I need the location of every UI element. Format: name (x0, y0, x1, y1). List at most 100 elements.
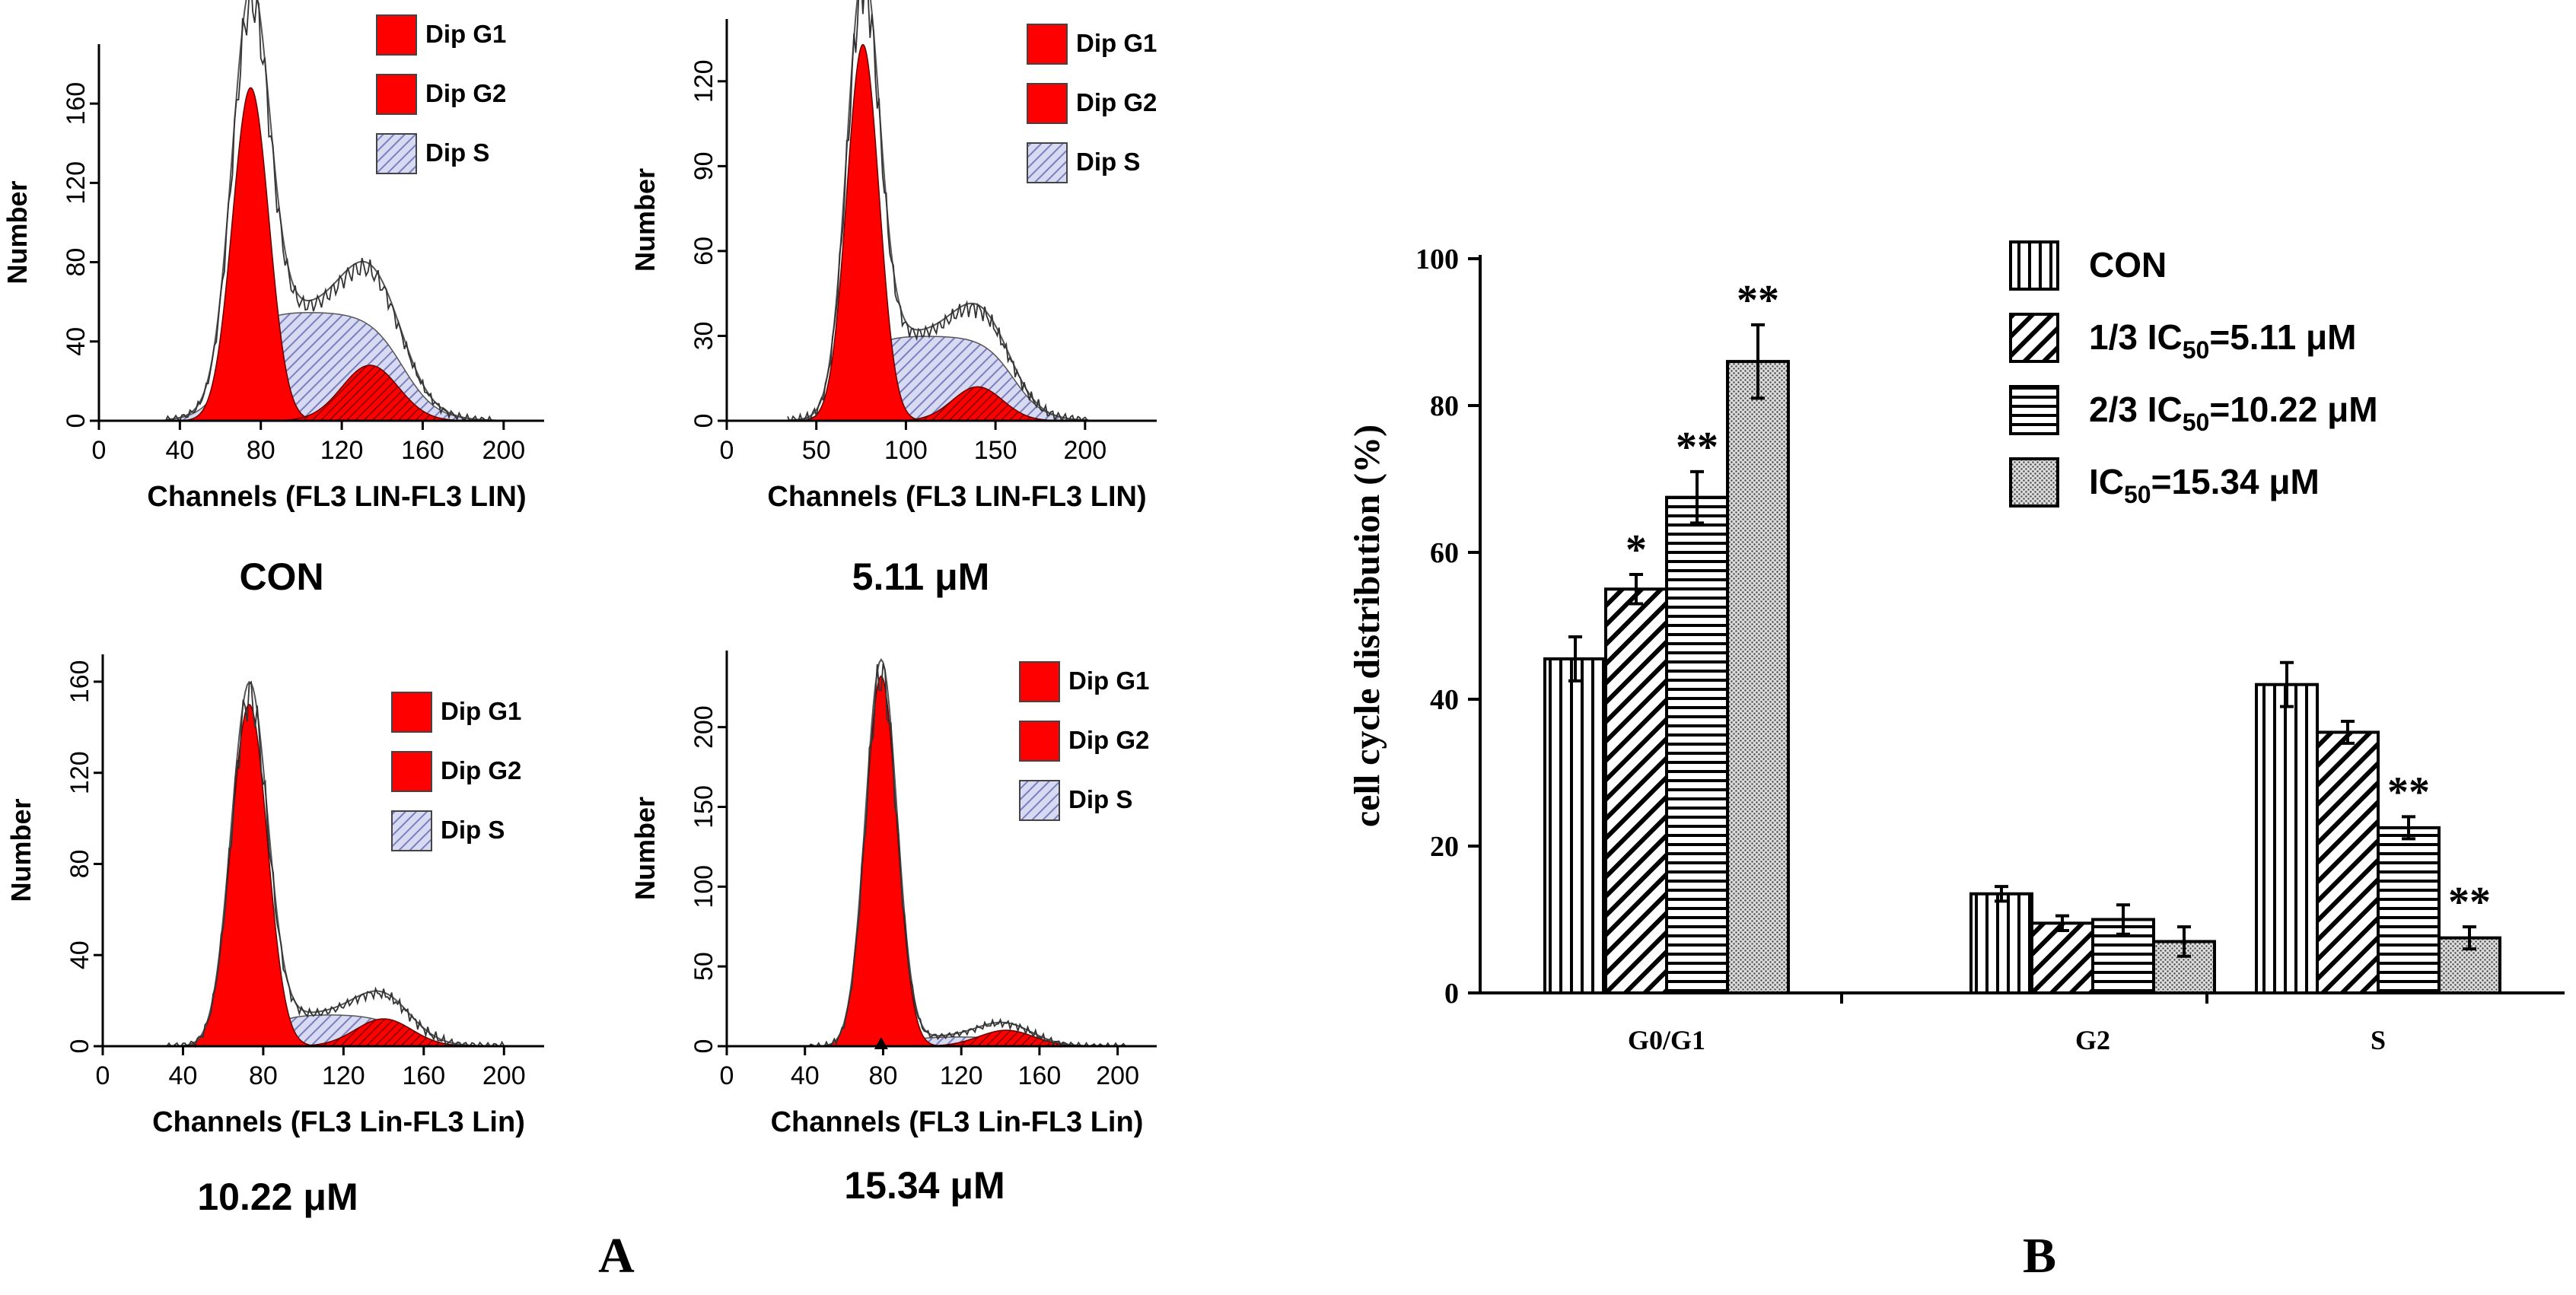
histogram-1: 0 40 80 120 160 200 0 40 80 120 160 Number Channels … (2, 0, 544, 598)
y-tick-label: 40 (65, 940, 94, 969)
x-tick-label: 160 (1018, 1061, 1062, 1090)
bar-G2-series-1 (1969, 892, 2033, 994)
y-tick-label: 80 (62, 248, 91, 277)
y-tick-label: 40 (62, 327, 91, 356)
y-tick-label: 0 (1444, 978, 1459, 1010)
peak-marker-icon (874, 1037, 888, 1049)
x-tick-label: 200 (1063, 436, 1107, 465)
x-tick-label: 50 (802, 436, 831, 465)
legend-swatch-2 (2009, 313, 2059, 363)
legend-prefix: IC (2089, 462, 2124, 501)
x-axis-label: Channels (FL3 LIN-FL3 LIN) (767, 481, 1146, 513)
y-tick-label: 100 (1415, 243, 1459, 275)
y-tick-label: 60 (1430, 537, 1459, 569)
dip-g1-peak (798, 43, 928, 422)
legend-label: Dip S (425, 138, 489, 167)
bar-S-series-1 (2255, 682, 2319, 994)
dip-g2-peak (256, 364, 484, 422)
x-tick-label: 160 (401, 436, 444, 465)
bar-G2-series-2 (2030, 921, 2094, 994)
y-tick-label: 50 (689, 952, 718, 981)
x-tick-label: 40 (169, 1061, 198, 1090)
y-tick-label: 80 (65, 850, 94, 879)
legend-swatch (376, 74, 417, 115)
legend-swatch (391, 810, 432, 851)
y-tick-label: 120 (62, 161, 91, 205)
panel-b-label: B (2023, 1228, 2056, 1284)
histogram-caption: CON (239, 555, 323, 598)
y-tick-label: 0 (689, 1039, 718, 1054)
legend-subscript: 50 (2124, 481, 2151, 508)
legend-label: Dip G2 (1076, 88, 1157, 116)
category-label: G2 (2075, 1025, 2110, 1055)
x-tick-label: 80 (249, 1061, 278, 1090)
histogram-4: 0 40 80 120 160 200 0 50 100 150 200 Number Channels… (629, 651, 1157, 1207)
x-tick-label: 100 (884, 436, 928, 465)
x-tick-label: 200 (482, 1061, 526, 1090)
legend-prefix: 2/3 IC (2089, 390, 2183, 429)
histogram-caption: 15.34 μM (844, 1164, 1005, 1207)
legend-swatch (1027, 24, 1068, 65)
x-tick-label: 0 (92, 436, 107, 465)
legend-suffix: =15.34 μM (2151, 462, 2320, 501)
x-tick-label: 0 (96, 1061, 110, 1090)
x-tick-label: 40 (791, 1061, 820, 1090)
x-tick-label: 200 (482, 436, 525, 465)
y-tick-label: 200 (689, 705, 718, 749)
legend-label: Dip G1 (1076, 29, 1157, 57)
legend-swatch (376, 14, 417, 56)
y-axis-label: cell cycle distribution (%) (1347, 425, 1387, 827)
x-tick-label: 120 (322, 1061, 365, 1090)
histogram-caption: 5.11 μM (852, 555, 990, 598)
legend-label: Dip G2 (1068, 726, 1149, 754)
legend-label: Dip G1 (1068, 667, 1149, 695)
legend-label: Dip S (441, 816, 505, 844)
y-tick-label: 60 (689, 237, 718, 266)
dip-g1-peak (817, 675, 944, 1047)
y-tick-label: 80 (1430, 390, 1459, 422)
y-tick-label: 120 (65, 751, 94, 794)
bar-G0/G1-series-2 (1604, 587, 1668, 994)
y-tick-label: 90 (689, 151, 718, 180)
x-tick-label: 80 (869, 1061, 898, 1090)
y-axis-label: Number (629, 168, 661, 272)
significance-mark: ** (2387, 768, 2430, 816)
y-tick-label: 120 (689, 59, 718, 103)
x-tick-label: 80 (247, 436, 275, 465)
data-trace (164, 0, 496, 422)
dip-g1-peak (177, 87, 324, 422)
y-tick-label: 0 (689, 414, 718, 428)
legend-label-2: 1/3 IC50=5.11 μM (2089, 317, 2356, 364)
x-tick-label: 160 (402, 1061, 445, 1090)
x-tick-label: 150 (974, 436, 1017, 465)
significance-mark: * (1626, 527, 1647, 574)
y-tick-label: 40 (1430, 684, 1459, 716)
x-tick-label: 200 (1096, 1061, 1139, 1090)
legend-swatch (1019, 780, 1060, 821)
dip-g1-peak (176, 704, 322, 1047)
x-tick-label: 0 (720, 436, 734, 465)
y-tick-label: 30 (689, 322, 718, 351)
y-axis-label: Number (5, 798, 37, 902)
bar-G0/G1-series-1 (1543, 657, 1607, 994)
legend-label: Dip G1 (425, 20, 506, 48)
x-tick-label: 0 (720, 1061, 734, 1090)
legend-swatch (391, 751, 432, 792)
legend-swatch (391, 692, 432, 733)
legend-label-4: IC50=15.34 μM (2089, 462, 2320, 508)
legend-subscript: 50 (2183, 336, 2210, 364)
legend-swatch (1027, 83, 1068, 124)
legend-subscript: 50 (2183, 409, 2210, 436)
legend-label: Dip G2 (441, 756, 521, 784)
category-label: G0/G1 (1628, 1025, 1705, 1055)
bar-G0/G1-series-3 (1665, 495, 1729, 994)
fit-envelope (164, 680, 508, 1047)
x-tick-label: 120 (940, 1061, 983, 1090)
legend-swatch-4 (2009, 457, 2059, 508)
panel-a-label: A (598, 1228, 635, 1284)
y-axis-label: Number (2, 180, 33, 284)
legend-prefix: CON (2089, 245, 2167, 285)
legend-swatch (1019, 661, 1060, 702)
histogram-caption: 10.22 μM (197, 1176, 358, 1218)
y-axis-label: Number (629, 797, 661, 900)
